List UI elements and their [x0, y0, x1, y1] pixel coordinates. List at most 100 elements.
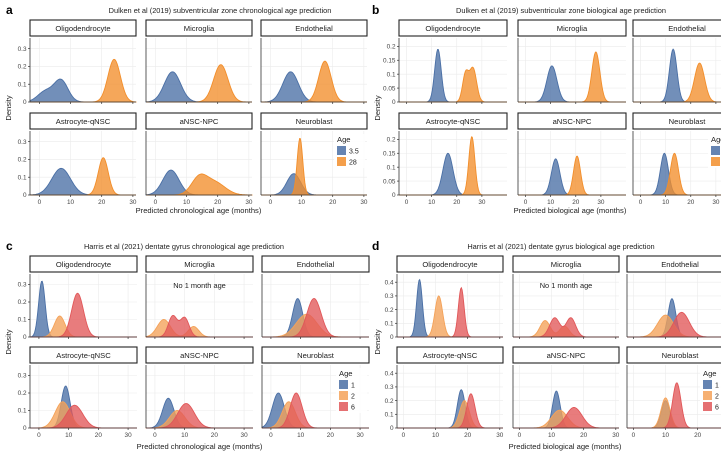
- x-tick-label: 10: [547, 199, 555, 206]
- y-tick-label: 0.2: [18, 390, 27, 397]
- facet-strip: [632, 112, 721, 130]
- facet-strip: [517, 112, 627, 130]
- legend-label: 1: [351, 383, 355, 390]
- facet-strip: [145, 255, 254, 273]
- density-area-age-3-5: [29, 167, 136, 196]
- facet-ansc-npc: aNSC-NPC 0 10 20 30: [145, 112, 253, 206]
- facet-strip: [512, 255, 620, 273]
- y-tick-label: 0.4: [385, 370, 394, 377]
- y-tick-label: 0: [392, 99, 396, 106]
- facet-oligodendrocyte: Oligodendrocyte 0 0.05 0.1 0.15 0.2: [383, 19, 508, 106]
- facet-label: Astrocyte-qNSC: [56, 351, 111, 360]
- x-tick-label: 30: [712, 199, 720, 206]
- x-axis-title: Predicted chronological age (months): [136, 206, 262, 215]
- panel-letter-b: b: [372, 3, 379, 17]
- facet-label: Oligodendrocyte: [55, 24, 110, 33]
- x-tick-label: 10: [67, 199, 75, 206]
- facet-endothelial: Endothelial: [260, 19, 368, 104]
- x-tick-label: 20: [214, 199, 222, 206]
- facet-microglia: Microglia: [145, 19, 253, 104]
- facet-neuroblast: Neuroblast 0 10 20 30 Age 1 2 6: [261, 346, 370, 439]
- x-tick-label: 30: [496, 432, 504, 439]
- facet-strip: [145, 19, 253, 37]
- legend-label: 28: [349, 160, 357, 167]
- x-tick-label: 0: [639, 199, 643, 206]
- y-tick-label: 0.3: [385, 384, 394, 391]
- density-area-age-28: [633, 152, 721, 196]
- x-tick-label: 0: [524, 199, 528, 206]
- legend-swatch-age-6: [339, 402, 348, 411]
- facet-endothelial: Endothelial: [261, 255, 370, 339]
- facet-microglia: Microglia No 1 month age: [512, 255, 620, 339]
- y-tick-label: 0: [23, 334, 27, 341]
- x-tick-label: 10: [183, 199, 191, 206]
- density-area-age-28: [518, 155, 626, 196]
- facet-strip: [29, 346, 138, 364]
- panel-title: Dulken et al (2019) subventricular zone …: [456, 6, 666, 15]
- facet-microglia: Microglia: [517, 19, 627, 104]
- x-tick-label: 20: [687, 199, 695, 206]
- y-tick-label: 0.2: [387, 44, 396, 51]
- x-tick-label: 30: [245, 199, 253, 206]
- facet-label: Endothelial: [661, 260, 699, 269]
- x-tick-label: 20: [694, 432, 702, 439]
- y-tick-label: 0: [390, 334, 394, 341]
- x-tick-label: 20: [464, 432, 472, 439]
- density-area-age-1: [397, 278, 503, 338]
- legend-swatch-age-28: [711, 157, 720, 166]
- density-area-age-6: [262, 298, 369, 338]
- y-tick-label: 0.3: [18, 139, 27, 146]
- y-tick-label: 0: [23, 192, 27, 199]
- y-tick-label: 0.3: [385, 293, 394, 300]
- panel-title: Harris et al (2021) dentate gyrus chrono…: [84, 242, 284, 251]
- x-tick-label: 10: [548, 432, 556, 439]
- x-tick-label: 10: [65, 432, 73, 439]
- y-axis-title: Density: [4, 329, 13, 355]
- facet-astrocyte-qnsc: Astrocyte-qNSC 0 0.1 0.2 0.3 0.4 0 10 20 30: [385, 346, 504, 439]
- y-tick-label: 0.1: [387, 71, 396, 78]
- facet-strip: [517, 19, 627, 37]
- facet-strip: [398, 112, 508, 130]
- y-tick-label: 0.3: [18, 282, 27, 289]
- y-tick-label: 0: [23, 425, 27, 432]
- facet-strip: [29, 255, 138, 273]
- facet-oligodendrocyte: Oligodendrocyte 0 0.1 0.2 0.3: [18, 255, 138, 341]
- x-tick-label: 10: [298, 199, 306, 206]
- x-tick-label: 0: [405, 199, 409, 206]
- density-area-age-3-5: [518, 65, 626, 103]
- y-axis-title: Density: [373, 95, 382, 121]
- legend-label: 6: [351, 405, 355, 412]
- facet-ansc-npc: aNSC-NPC 0 10 20 30: [145, 346, 254, 439]
- legend-title: Age: [703, 369, 717, 378]
- facet-annotation: No 1 month age: [540, 281, 593, 290]
- facet-microglia: Microglia No 1 month age: [145, 255, 254, 339]
- x-tick-label: 20: [572, 199, 580, 206]
- density-area-age-3-5: [399, 152, 507, 196]
- x-tick-label: 30: [597, 199, 605, 206]
- facet-label: Astrocyte-qNSC: [56, 117, 111, 126]
- x-tick-label: 20: [95, 432, 103, 439]
- facet-strip: [396, 255, 504, 273]
- y-tick-label: 0.2: [18, 157, 27, 164]
- y-tick-label: 0.2: [385, 307, 394, 314]
- legend-title: Age: [337, 135, 351, 144]
- facet-strip: [626, 346, 721, 364]
- legend-label: 6: [715, 405, 719, 412]
- y-tick-label: 0.15: [383, 150, 396, 157]
- density-area-age-3-5: [261, 173, 367, 196]
- facet-oligodendrocyte: Oligodendrocyte 0 0.1 0.2 0.3: [18, 19, 137, 106]
- x-tick-label: 20: [329, 199, 337, 206]
- y-tick-label: 0.4: [385, 279, 394, 286]
- y-tick-label: 0.3: [18, 373, 27, 380]
- x-tick-label: 0: [269, 432, 273, 439]
- y-tick-label: 0.2: [385, 398, 394, 405]
- x-tick-label: 20: [327, 432, 335, 439]
- facet-oligodendrocyte: Oligodendrocyte 0 0.1 0.2 0.3 0.4: [385, 255, 504, 341]
- panel-b: b Dulken et al (2019) subventricular zone…: [372, 3, 721, 215]
- y-tick-label: 0.2: [18, 64, 27, 71]
- y-tick-label: 0: [390, 425, 394, 432]
- facet-label: Oligodendrocyte: [56, 260, 111, 269]
- x-tick-label: 10: [662, 432, 670, 439]
- panel-title: Dulken et al (2019) subventricular zone …: [109, 6, 332, 15]
